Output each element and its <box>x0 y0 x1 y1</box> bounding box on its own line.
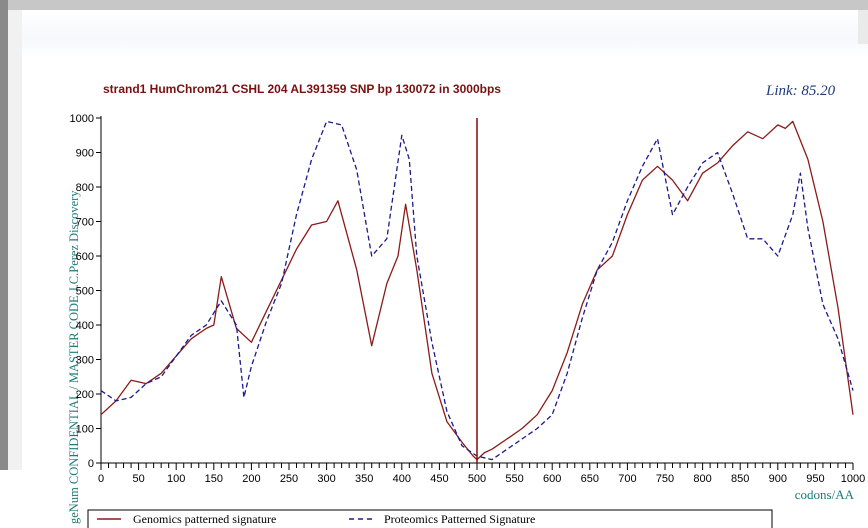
x-tick-label: 350 <box>355 473 373 485</box>
x-tick-label: 650 <box>581 473 599 485</box>
x-tick-label: 850 <box>731 473 749 485</box>
y-tick-label: 400 <box>76 320 94 332</box>
series-layer <box>100 120 854 461</box>
window-corner <box>858 10 868 44</box>
y-tick-label: 300 <box>76 355 94 367</box>
x-tick-label: 600 <box>543 473 561 485</box>
x-tick-label: 400 <box>393 473 411 485</box>
x-tick-label: 500 <box>468 473 486 485</box>
y-tick-label: 600 <box>76 251 94 263</box>
x-tick-label: 950 <box>806 473 824 485</box>
x-axis: 0 50 100 150 200 250 300 350 400 450 500 550 600 650 7… <box>98 462 865 485</box>
link-label: Link: 85.20 <box>765 83 836 99</box>
x-tick-label: 50 <box>132 473 144 485</box>
x-tick-label: 1000 <box>841 473 865 485</box>
y-tick-label: 500 <box>76 286 94 298</box>
y-tick-label: 1000 <box>70 113 94 125</box>
window-inner-left-panel <box>8 10 22 470</box>
x-tick-label: 100 <box>167 473 185 485</box>
y-tick-label: 100 <box>76 424 94 436</box>
legend: Genomics patterned signature Proteomics … <box>87 509 773 528</box>
y-tick-label: 800 <box>76 182 94 194</box>
y-axis: 0 100 200 300 400 500 600 700 800 900 1000 <box>70 113 102 470</box>
x-tick-label: 250 <box>280 473 298 485</box>
x-tick-label: 150 <box>205 473 223 485</box>
y-tick-label: 200 <box>76 389 94 401</box>
x-tick-label: 450 <box>430 473 448 485</box>
x-tick-label: 800 <box>693 473 711 485</box>
x-axis-label: codons/AA <box>795 487 855 502</box>
legend-box <box>87 509 773 528</box>
x-tick-label: 750 <box>656 473 674 485</box>
y-tick-label: 0 <box>88 458 94 470</box>
legend-label-proteomics: Proteomics Patterned Signature <box>384 512 535 526</box>
window-top-border <box>0 0 868 10</box>
header-banner <box>22 10 868 58</box>
window-left-border <box>0 0 8 470</box>
x-tick-label: 900 <box>769 473 787 485</box>
x-tick-label: 200 <box>242 473 260 485</box>
x-tick-label: 300 <box>317 473 335 485</box>
y-tick-label: 900 <box>76 148 94 160</box>
x-tick-label: 550 <box>505 473 523 485</box>
legend-label-genomics: Genomics patterned signature <box>133 512 276 526</box>
y-tick-label: 700 <box>76 217 94 229</box>
y-axis-label: geNum CONFIDENTIAL / MASTER CODE J.C.Per… <box>67 190 81 524</box>
series-line-proteomics <box>100 120 854 461</box>
x-tick-label: 0 <box>98 473 104 485</box>
x-tick-label: 700 <box>618 473 636 485</box>
chart-title: strand1 HumChrom21 CSHL 204 AL391359 SNP… <box>103 82 501 96</box>
